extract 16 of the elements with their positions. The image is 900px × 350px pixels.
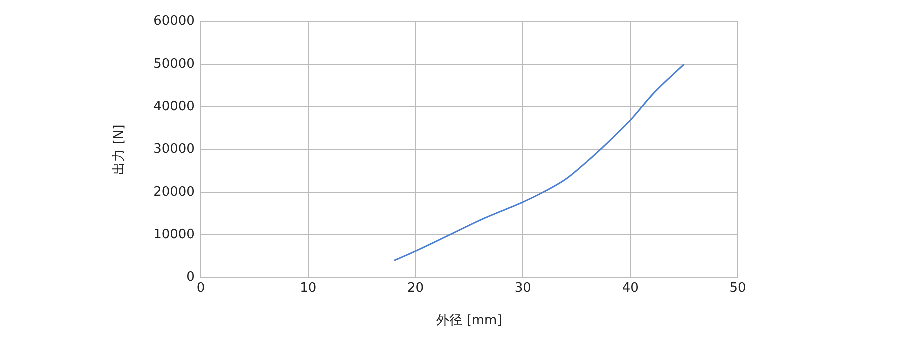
y-tick-label: 0 — [186, 270, 195, 286]
x-tick-label: 0 — [196, 280, 206, 296]
y-tick-label: 10000 — [154, 228, 195, 243]
x-tick-label: 30 — [514, 280, 532, 296]
y-tick-label: 60000 — [154, 14, 195, 30]
x-tick-label: 50 — [730, 280, 746, 296]
y-tick-label: 50000 — [154, 56, 195, 72]
line-series — [394, 64, 686, 262]
y-tick-label: 40000 — [154, 100, 195, 115]
x-tick-label: 20 — [408, 280, 424, 296]
y-axis-title: 出力 [N] — [112, 124, 128, 175]
y-tick-label: 30000 — [154, 142, 195, 158]
x-axis-title: 外径 [mm] — [436, 314, 502, 329]
x-tick-label: 40 — [622, 280, 639, 296]
x-tick-label: 10 — [300, 280, 317, 296]
y-tick-label: 20000 — [154, 184, 195, 200]
